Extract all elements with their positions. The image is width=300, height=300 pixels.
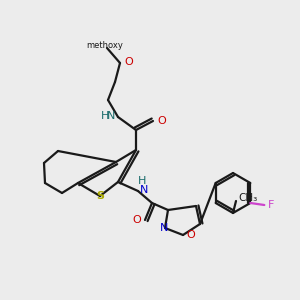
Text: F: F bbox=[268, 200, 275, 210]
Text: N: N bbox=[160, 223, 168, 233]
Text: N: N bbox=[140, 185, 148, 195]
Text: methoxy: methoxy bbox=[87, 41, 123, 50]
Text: O: O bbox=[186, 230, 195, 240]
Text: O: O bbox=[124, 57, 133, 67]
Text: H: H bbox=[100, 111, 109, 121]
Text: S: S bbox=[96, 191, 104, 201]
Text: CH₃: CH₃ bbox=[238, 193, 257, 203]
Text: N: N bbox=[106, 111, 115, 121]
Text: O: O bbox=[157, 116, 166, 126]
Text: H: H bbox=[138, 176, 146, 186]
Text: O: O bbox=[132, 215, 141, 225]
